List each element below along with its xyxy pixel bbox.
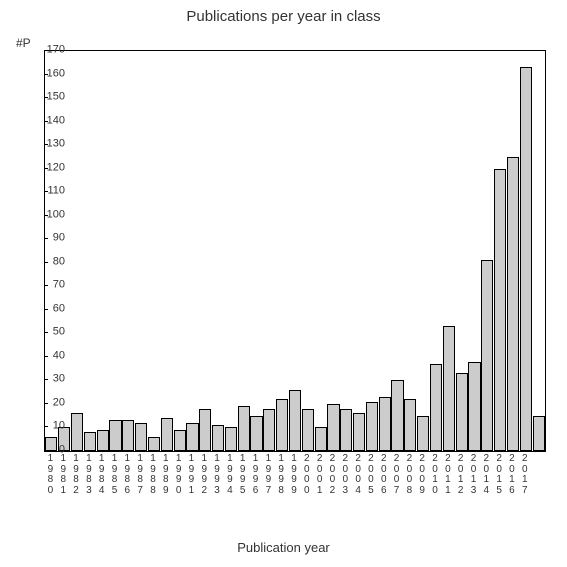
bar [327, 404, 339, 451]
bar [481, 260, 493, 451]
bar [507, 157, 519, 451]
x-tick-label: 1985 [109, 454, 121, 496]
x-axis-label: Publication year [0, 540, 567, 555]
x-tick-label: 2008 [403, 454, 415, 496]
y-tick-mark [44, 426, 48, 427]
x-tick-label: 1991 [185, 454, 197, 496]
x-tick-label: 2017 [519, 454, 531, 496]
bar [533, 416, 545, 451]
x-tick-label: 2014 [480, 454, 492, 496]
x-tick-label: 1988 [147, 454, 159, 496]
x-tick-label: 2012 [455, 454, 467, 496]
bar [494, 169, 506, 451]
x-tick-label: 1994 [224, 454, 236, 496]
bar [468, 362, 480, 451]
x-tick-label: 2003 [339, 454, 351, 496]
bar [225, 427, 237, 451]
x-tick-label: 2002 [326, 454, 338, 496]
y-tick-mark [44, 215, 48, 216]
x-tick-label: 2001 [314, 454, 326, 496]
bar [443, 326, 455, 451]
bar [315, 427, 327, 451]
bar [417, 416, 429, 451]
y-tick-mark [44, 403, 48, 404]
bar [148, 437, 160, 451]
bar [289, 390, 301, 451]
x-tick-label: 2004 [352, 454, 364, 496]
x-tick-label: 1987 [134, 454, 146, 496]
bar [161, 418, 173, 451]
bar [456, 373, 468, 451]
y-tick-label: 170 [25, 45, 65, 56]
x-tick-label: 1995 [237, 454, 249, 496]
bar [404, 399, 416, 451]
y-tick-mark [44, 191, 48, 192]
y-tick-mark [44, 332, 48, 333]
y-tick-mark [44, 168, 48, 169]
bar [302, 409, 314, 451]
y-tick-mark [44, 356, 48, 357]
x-tick-label: 1992 [198, 454, 210, 496]
y-tick-mark [44, 262, 48, 263]
bar [97, 430, 109, 451]
bar [199, 409, 211, 451]
x-tick-label: 1998 [275, 454, 287, 496]
bar [84, 432, 96, 451]
bar [212, 425, 224, 451]
bar [238, 406, 250, 451]
bar [174, 430, 186, 451]
y-tick-mark [44, 97, 48, 98]
y-tick-mark [44, 285, 48, 286]
plot-area [44, 50, 546, 452]
x-tick-label: 1989 [160, 454, 172, 496]
x-tick-label: 1984 [96, 454, 108, 496]
y-tick-mark [44, 309, 48, 310]
x-tick-label: 2010 [429, 454, 441, 496]
x-tick-label: 1993 [211, 454, 223, 496]
x-tick-label: 2015 [493, 454, 505, 496]
chart-container: Publications per year in class #P Public… [0, 0, 567, 567]
x-tick-label: 1996 [250, 454, 262, 496]
y-tick-mark [44, 379, 48, 380]
y-tick-mark [44, 238, 48, 239]
x-tick-label: 1982 [70, 454, 82, 496]
bar [353, 413, 365, 451]
x-tick-label: 1986 [121, 454, 133, 496]
x-tick-label: 2009 [416, 454, 428, 496]
x-tick-label: 1980 [44, 454, 56, 496]
y-tick-mark [44, 144, 48, 145]
bar [520, 67, 532, 451]
y-tick-mark [44, 121, 48, 122]
bar [366, 402, 378, 451]
x-tick-label: 1983 [83, 454, 95, 496]
bar [391, 380, 403, 451]
bar [430, 364, 442, 451]
x-tick-label: 2007 [391, 454, 403, 496]
bar [71, 413, 83, 451]
x-tick-label: 2011 [442, 454, 454, 496]
x-tick-label: 1990 [173, 454, 185, 496]
x-tick-label: 2016 [506, 454, 518, 496]
x-tick-label: 2013 [467, 454, 479, 496]
bar [109, 420, 121, 451]
bar [250, 416, 262, 451]
bar [186, 423, 198, 451]
x-tick-label: 2000 [301, 454, 313, 496]
bar [122, 420, 134, 451]
x-tick-label: 1999 [288, 454, 300, 496]
bar [276, 399, 288, 451]
bar [340, 409, 352, 451]
chart-title: Publications per year in class [0, 8, 567, 25]
x-tick-label: 1981 [57, 454, 69, 496]
bar [379, 397, 391, 451]
x-tick-label: 2006 [378, 454, 390, 496]
x-tick-label: 2005 [365, 454, 377, 496]
y-tick-mark [44, 74, 48, 75]
x-tick-label: 1997 [262, 454, 274, 496]
bar [135, 423, 147, 451]
bar [263, 409, 275, 451]
